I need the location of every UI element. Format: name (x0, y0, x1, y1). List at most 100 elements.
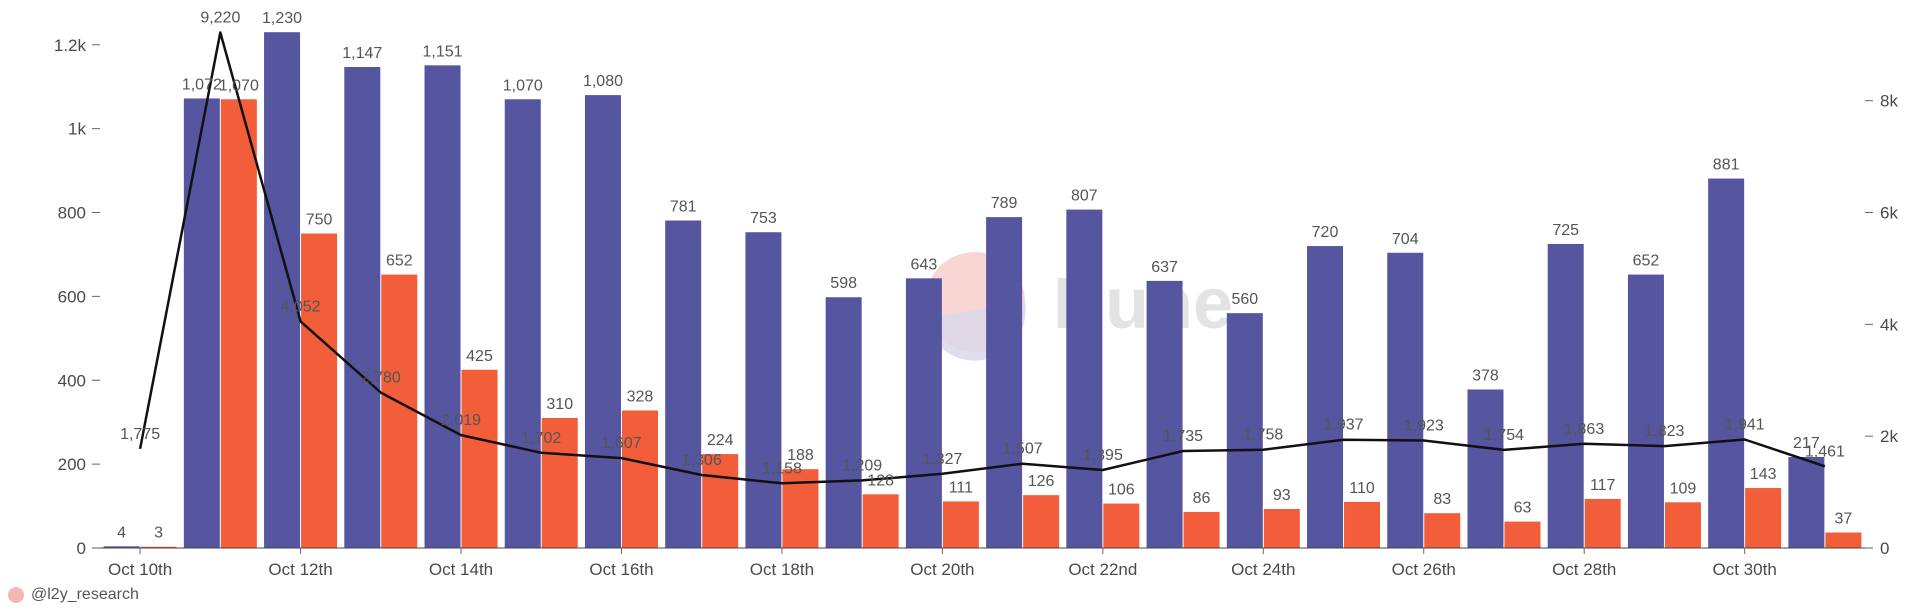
line-series[interactable] (138, 31, 1826, 485)
x-tick-label: Oct 18th (750, 560, 814, 579)
bar-series1[interactable] (825, 297, 862, 548)
bar-series2[interactable] (621, 410, 658, 548)
data-label-series1: 652 (1633, 253, 1660, 270)
data-label-series1: 378 (1472, 367, 1499, 384)
data-label-series2: 310 (546, 396, 573, 413)
bar-series1[interactable] (1708, 178, 1745, 548)
data-label-line: 1,461 (1805, 443, 1845, 460)
x-tick-label: Oct 28th (1552, 560, 1616, 579)
bar-series1[interactable] (1627, 274, 1664, 548)
bar-series2[interactable] (1424, 513, 1461, 548)
bar-series2[interactable] (942, 501, 979, 548)
data-label-series2: 86 (1193, 490, 1211, 507)
data-label-series1: 1,151 (422, 43, 462, 60)
data-label-series1: 1,070 (503, 77, 543, 94)
data-label-line: 1,823 (1644, 423, 1684, 440)
bar-series2[interactable] (1344, 501, 1381, 548)
data-label-series2: 3 (154, 525, 163, 542)
x-tick-label: Oct 16th (589, 560, 653, 579)
data-label-series1: 753 (750, 210, 777, 227)
data-label-line: 1,735 (1163, 428, 1203, 445)
y-right-tick-label: 4k (1880, 315, 1898, 334)
data-label-series2: 188 (787, 447, 814, 464)
data-label-line: 1,607 (601, 435, 641, 452)
x-tick-label: Oct 12th (268, 560, 332, 579)
y-left-tick-label: 400 (58, 371, 86, 390)
bar-series1[interactable] (1307, 246, 1344, 548)
data-label-line: 1,209 (842, 457, 882, 474)
y-left-tick-label: 200 (58, 455, 86, 474)
data-label-series2: 224 (707, 432, 734, 449)
bar-series1[interactable] (665, 220, 702, 548)
data-label-line: 1,702 (521, 430, 561, 447)
bar-series2[interactable] (1103, 503, 1140, 548)
bar-series2[interactable] (301, 233, 338, 548)
data-label-line: 9,220 (200, 9, 240, 26)
data-label-series1: 1,072 (182, 76, 222, 93)
data-label-series1: 881 (1713, 157, 1740, 174)
data-label-line: 2,019 (441, 412, 481, 429)
bar-series1[interactable] (905, 278, 942, 548)
bar-series2[interactable] (1825, 532, 1862, 548)
data-label-line: 4,052 (281, 298, 321, 315)
bar-series2[interactable] (461, 369, 498, 548)
bar-series2[interactable] (140, 546, 177, 548)
bar-series2[interactable] (1263, 509, 1300, 548)
bar-series2[interactable] (862, 494, 899, 548)
data-label-line: 1,327 (922, 451, 962, 468)
bar-series2[interactable] (1745, 488, 1782, 548)
data-label-series2: 106 (1108, 482, 1135, 499)
bar-series2[interactable] (1584, 498, 1621, 548)
data-label-series1: 1,230 (262, 10, 302, 27)
data-label-series2: 1,070 (219, 77, 259, 94)
bar-series1[interactable] (584, 95, 621, 548)
bar-series1[interactable] (424, 65, 461, 549)
data-label-series2: 111 (949, 479, 973, 496)
data-label-line: 1,941 (1725, 416, 1765, 433)
data-label-series1: 217 (1793, 435, 1820, 452)
bar-series2[interactable] (1183, 511, 1220, 548)
data-label-line: 1,158 (762, 460, 802, 477)
bar-series1[interactable] (986, 217, 1023, 548)
data-label-line: 1,758 (1243, 427, 1283, 444)
data-label-series2: 93 (1273, 487, 1291, 504)
x-tick-label: Oct 24th (1231, 560, 1295, 579)
bar-series1[interactable] (103, 546, 140, 548)
bar-series1[interactable] (1226, 313, 1263, 548)
y-left-tick-label: 800 (58, 204, 86, 223)
bar-series1[interactable] (1788, 457, 1825, 548)
bar-series1[interactable] (504, 99, 541, 549)
data-label-series1: 807 (1071, 188, 1098, 205)
attribution-text: @l2y_research (31, 586, 139, 603)
bar-series1[interactable] (344, 67, 381, 548)
data-label-series1: 4 (117, 524, 126, 541)
data-label-series2: 63 (1514, 500, 1532, 517)
bar-series1[interactable] (1467, 389, 1504, 548)
bar-series2[interactable] (381, 274, 418, 548)
y-left-tick-label: 1.2k (54, 36, 87, 55)
data-label-line: 1,754 (1484, 427, 1524, 444)
data-label-series1: 1,080 (583, 73, 623, 90)
y-left-tick-label: 0 (77, 539, 86, 558)
data-label-series2: 425 (466, 348, 493, 365)
bar-series2[interactable] (702, 454, 739, 548)
data-label-series2: 328 (627, 388, 654, 405)
bar-series1[interactable] (1146, 280, 1183, 548)
bar-series1[interactable] (1387, 252, 1424, 548)
bar-series2[interactable] (220, 99, 257, 549)
data-label-line: 1,863 (1564, 421, 1604, 438)
data-label-line: 1,923 (1404, 417, 1444, 434)
bar-series2[interactable] (1504, 521, 1541, 548)
bar-series2[interactable] (1023, 495, 1060, 548)
bar-series2[interactable] (541, 418, 578, 548)
bar-series1[interactable] (183, 98, 220, 549)
bar-series2[interactable] (1664, 502, 1701, 548)
x-tick-label: Oct 26th (1392, 560, 1456, 579)
data-label-series2: 110 (1349, 480, 1375, 497)
y-right-tick-label: 2k (1880, 427, 1898, 446)
bar-series1[interactable] (1066, 209, 1103, 549)
bar-series1[interactable] (264, 32, 301, 549)
bar-series1[interactable] (745, 232, 782, 548)
bar-series1[interactable] (1547, 243, 1584, 548)
